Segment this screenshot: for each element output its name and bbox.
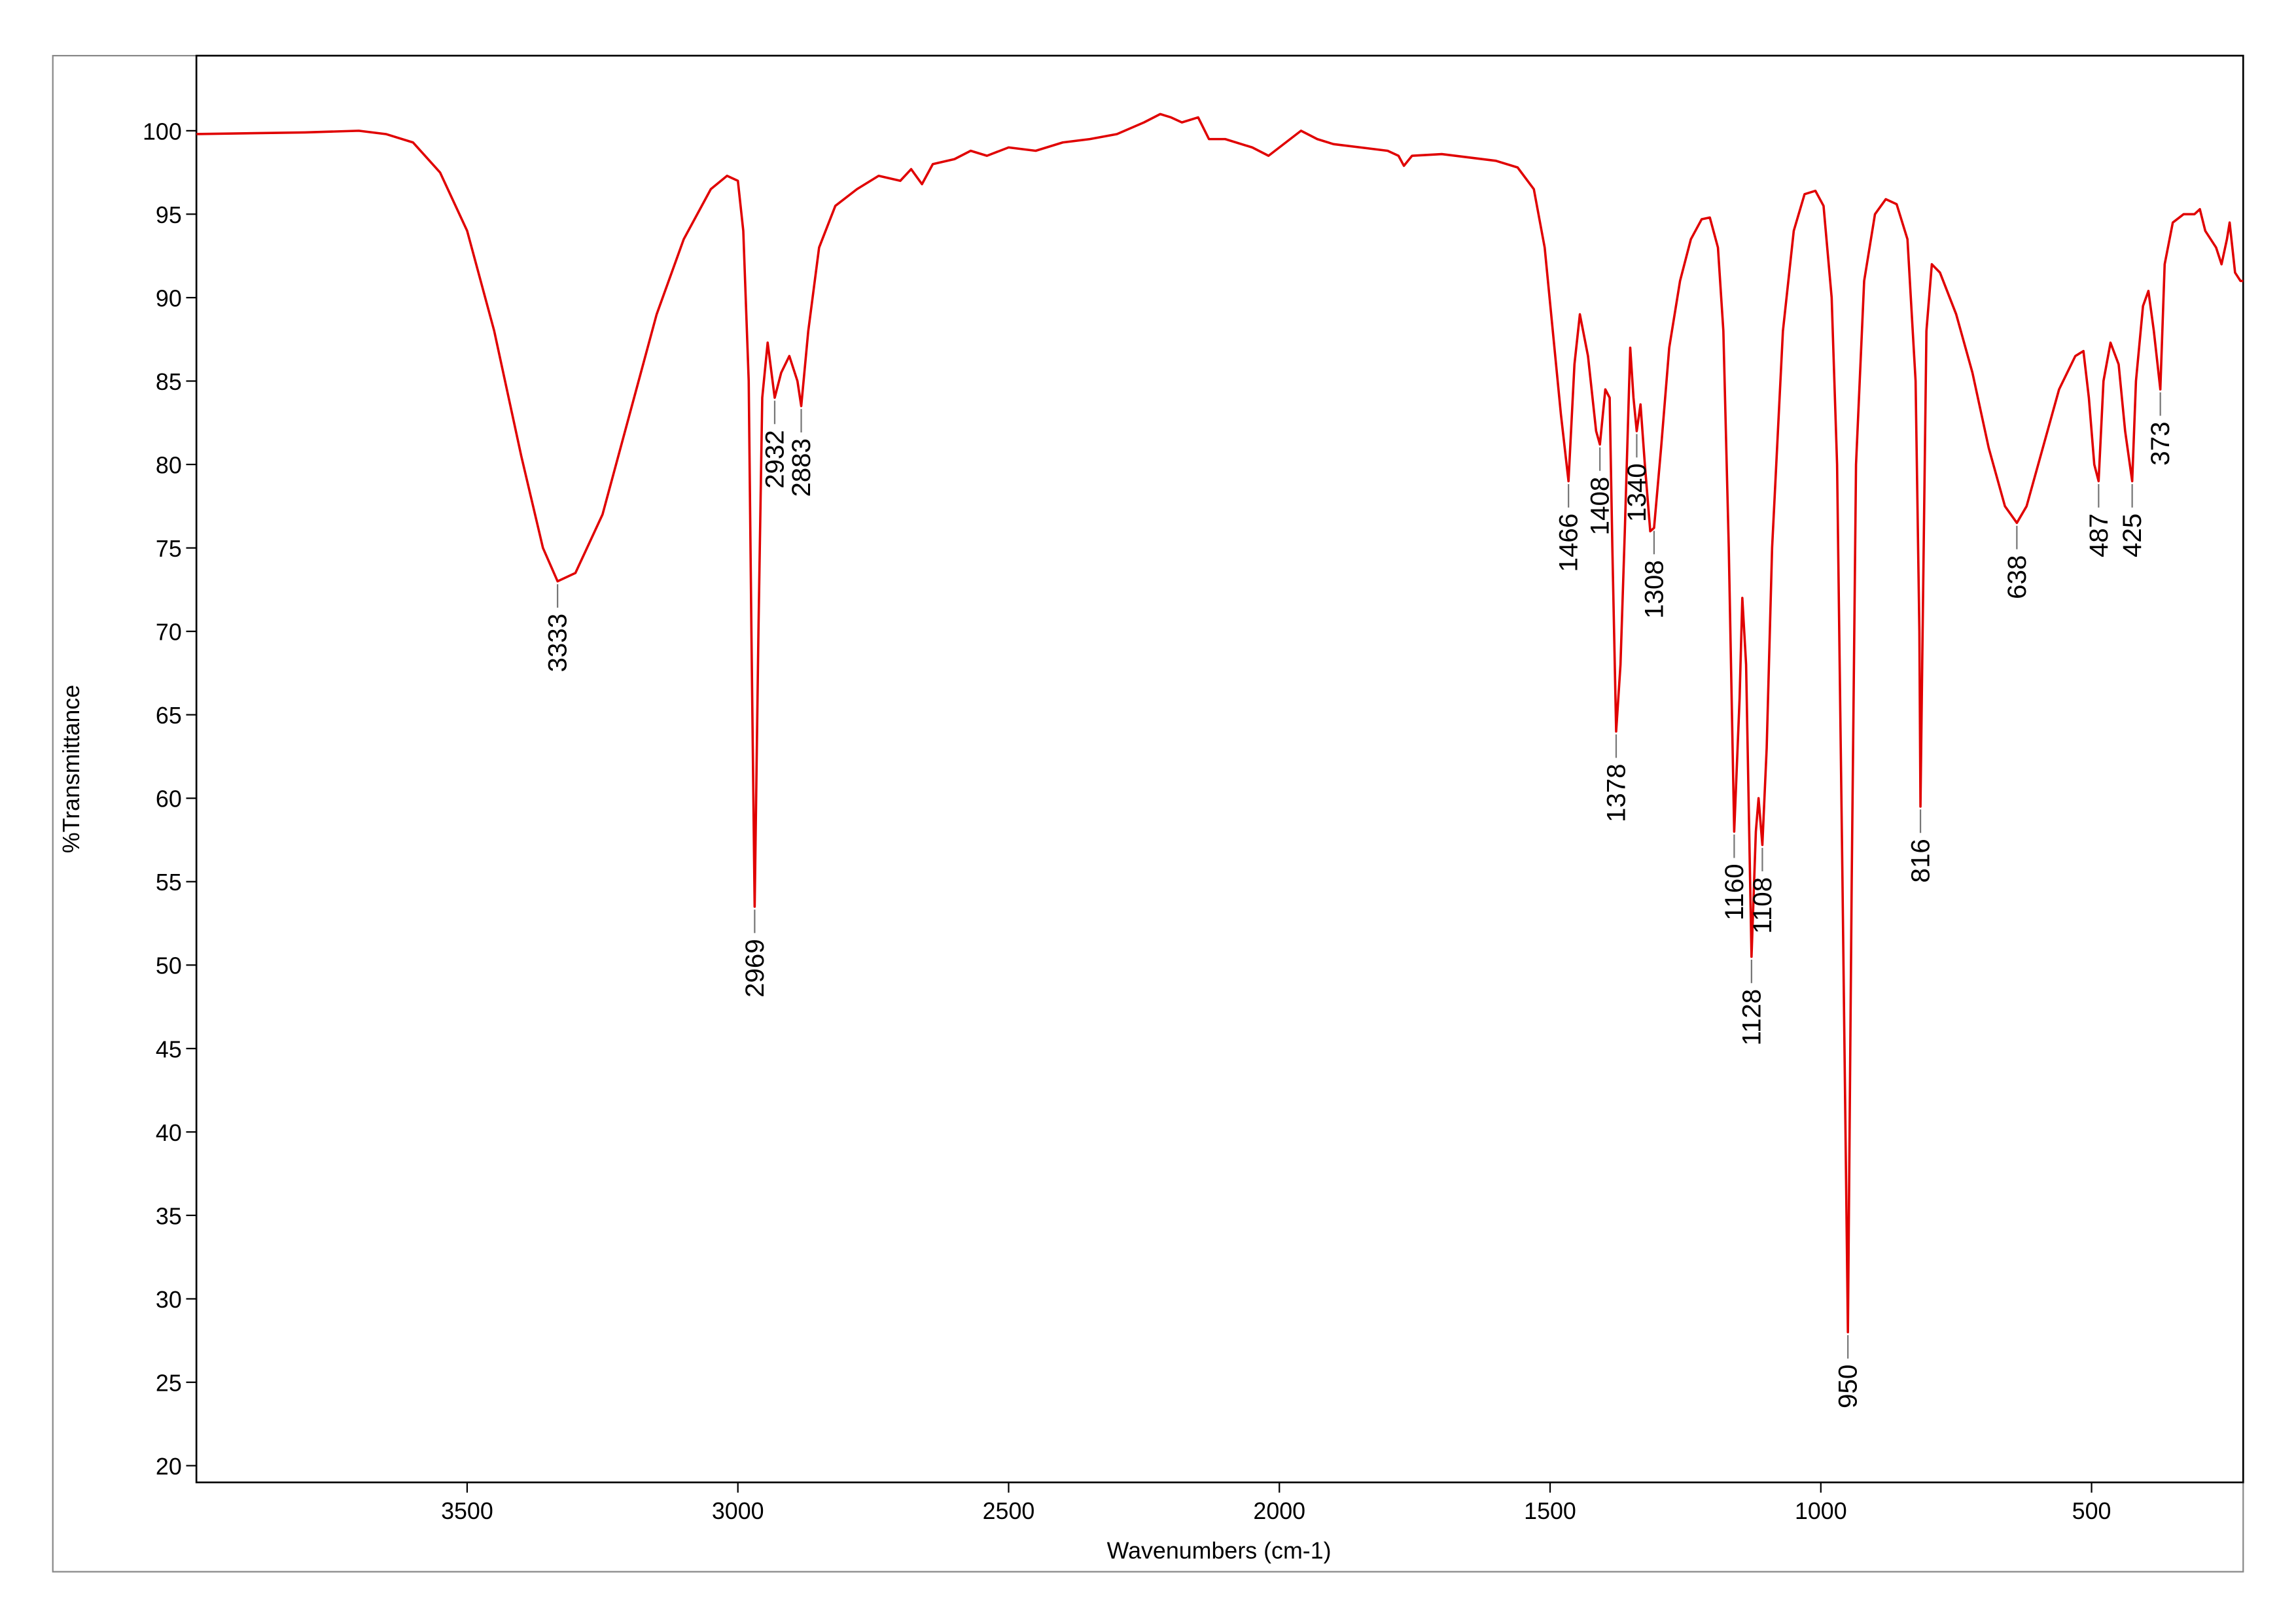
peak-label: 2883	[786, 438, 816, 497]
x-tick-label: 3500	[441, 1498, 493, 1524]
x-tick-label: 1500	[1524, 1498, 1576, 1524]
peak-label: 1128	[1737, 989, 1766, 1046]
y-tick-label: 30	[156, 1287, 182, 1313]
peak-label: 425	[2117, 514, 2147, 557]
y-tick-label: 100	[143, 118, 182, 145]
peak-label: 2969	[740, 939, 769, 998]
y-tick-label: 80	[156, 452, 182, 478]
y-tick-label: 60	[156, 786, 182, 812]
x-tick-label: 2000	[1253, 1498, 1305, 1524]
y-tick-label: 40	[156, 1120, 182, 1146]
y-tick-label: 35	[156, 1203, 182, 1229]
y-tick-label: 90	[156, 285, 182, 311]
y-axis-label: %Transmittance	[58, 685, 84, 853]
y-tick-label: 20	[156, 1454, 182, 1480]
peak-label: 1408	[1585, 477, 1615, 536]
x-tick-label: 1000	[1795, 1498, 1847, 1524]
y-tick-label: 55	[156, 869, 182, 896]
y-tick-label: 50	[156, 953, 182, 979]
y-tick-label: 45	[156, 1036, 182, 1062]
peak-label: 487	[2084, 514, 2113, 557]
x-tick-label: 3000	[712, 1498, 764, 1524]
y-tick-label: 65	[156, 703, 182, 729]
peak-label: 3333	[543, 614, 573, 672]
y-tick-label: 95	[156, 202, 182, 228]
peak-label: 1378	[1601, 763, 1631, 822]
peak-label: 1308	[1639, 560, 1669, 619]
plot-area	[195, 54, 2244, 1484]
y-tick-label: 85	[156, 369, 182, 395]
peak-label: 2932	[760, 430, 789, 489]
peak-label: 1160	[1720, 864, 1749, 920]
peak-label: 1108	[1748, 877, 1777, 934]
y-tick-label: 75	[156, 536, 182, 562]
y-tick-label: 25	[156, 1370, 182, 1396]
x-tick-label: 2500	[983, 1498, 1035, 1524]
peak-label: 1340	[1622, 463, 1651, 522]
y-tick-label: 70	[156, 620, 182, 646]
peak-label: 816	[1905, 839, 1935, 882]
spectrum-line	[196, 113, 2244, 1334]
frame	[52, 54, 2244, 1573]
peak-label: 373	[2146, 422, 2175, 466]
x-tick-label: 500	[2072, 1498, 2111, 1524]
peak-label: 1466	[1554, 514, 1583, 572]
peak-label: 950	[1833, 1365, 1863, 1408]
peak-label: 638	[2002, 555, 2032, 599]
x-axis-label: Wavenumbers (cm-1)	[1107, 1537, 1332, 1563]
